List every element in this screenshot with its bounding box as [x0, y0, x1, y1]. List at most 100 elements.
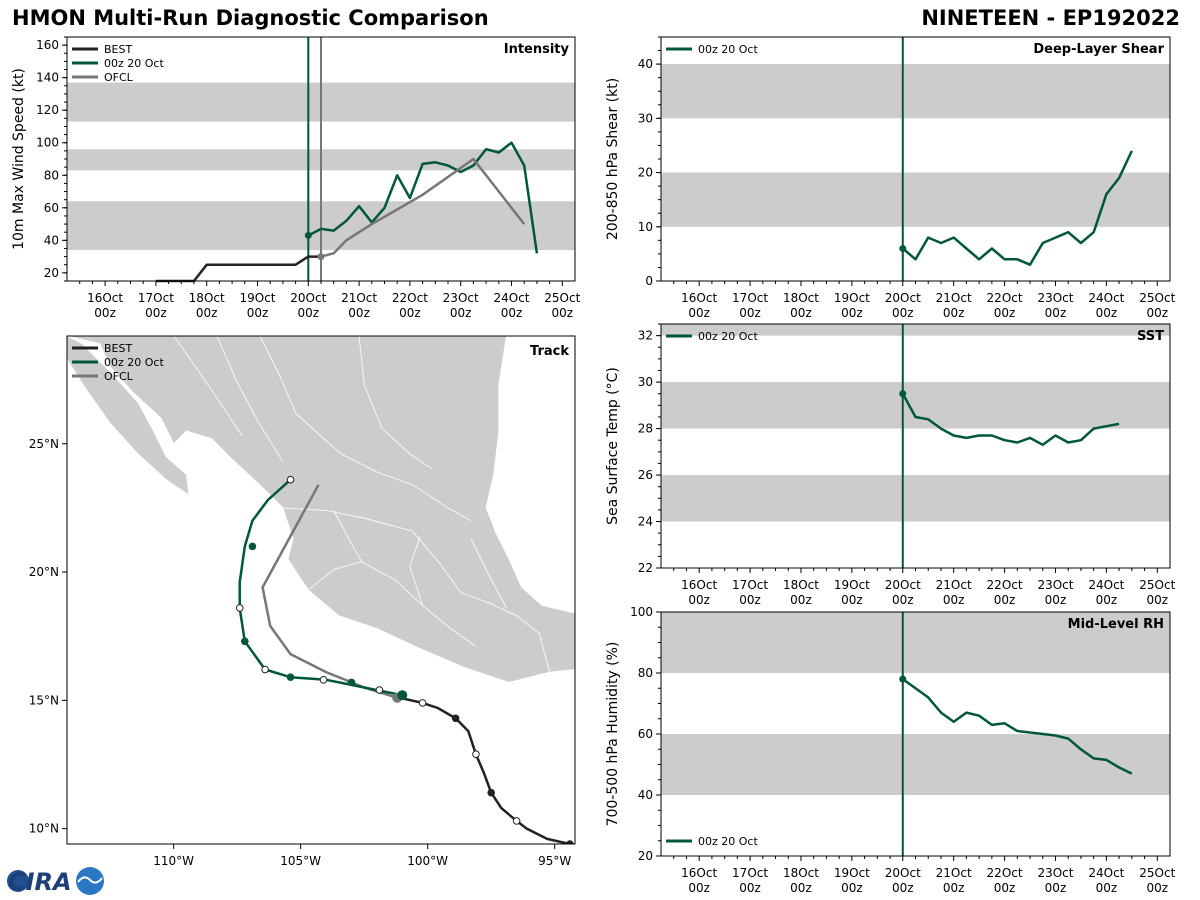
lon-tick-label: 95°W	[538, 854, 571, 868]
x-tick-sublabel: 00z	[790, 306, 812, 320]
panel-sst: 16Oct00z17Oct00z18Oct00z19Oct00z20Oct00z…	[605, 323, 1176, 607]
series-marker-run	[899, 390, 907, 398]
x-tick-label: 20Oct	[885, 866, 921, 880]
series-line-run	[901, 150, 1133, 266]
track-marker-run	[241, 637, 249, 646]
state-border	[470, 538, 507, 609]
series-line-run	[902, 678, 1133, 775]
x-tick-sublabel: 00z	[841, 881, 863, 895]
lon-tick-label: 110°W	[153, 854, 194, 868]
panel-track: 110°W 105°W 100°W 95°W 10°N 15°N 20°N 25°N Track…	[29, 335, 576, 868]
x-tick-sublabel: 00z	[94, 306, 116, 320]
x-tick-sublabel: 00z	[552, 306, 574, 320]
track-marker-run	[375, 686, 384, 694]
x-tick-sublabel: 00z	[247, 306, 269, 320]
x-tick-label: 17Oct	[138, 291, 174, 305]
x-tick-sublabel: 00z	[790, 881, 812, 895]
threshold-band	[661, 612, 1170, 673]
threshold-band	[661, 382, 1170, 429]
y-tick-label: 60	[638, 727, 653, 741]
plot-frame	[66, 335, 576, 845]
x-tick-label: 20Oct	[885, 578, 921, 592]
x-tick-sublabel: 00z	[399, 306, 421, 320]
x-tick-label: 25Oct	[1139, 866, 1175, 880]
series-marker-ofcl	[317, 253, 325, 261]
legend-label-run: 00z 20 Oct	[698, 835, 758, 848]
y-tick-label: 40	[44, 233, 59, 247]
x-tick-sublabel: 00z	[348, 306, 370, 320]
x-tick-sublabel: 00z	[943, 593, 965, 607]
x-tick-sublabel: 00z	[688, 593, 710, 607]
x-tick-label: 21Oct	[936, 578, 972, 592]
x-tick-sublabel: 00z	[1096, 593, 1118, 607]
lat-tick-label: 10°N	[29, 822, 59, 836]
state-border	[259, 336, 472, 522]
x-tick-sublabel: 00z	[790, 593, 812, 607]
y-tick-label: 20	[638, 166, 653, 180]
logo-emblem	[7, 870, 29, 892]
y-tick-label: 40	[638, 788, 653, 802]
track-marker-run	[286, 475, 295, 484]
logo-text: CIRA	[8, 868, 72, 896]
x-tick-sublabel: 00z	[1045, 306, 1067, 320]
x-tick-label: 18Oct	[783, 866, 819, 880]
x-tick-sublabel: 00z	[145, 306, 167, 320]
x-tick-label: 22Oct	[987, 291, 1023, 305]
x-tick-label: 20Oct	[885, 291, 921, 305]
x-tick-label: 24Oct	[1088, 578, 1124, 592]
track-marker-run	[347, 678, 356, 687]
x-tick-label: 17Oct	[732, 866, 768, 880]
panel-label: Deep-Layer Shear	[1033, 42, 1164, 57]
y-axis-label: 200-850 hPa Shear (kt)	[605, 78, 621, 240]
x-tick-label: 19Oct	[834, 578, 870, 592]
y-tick-label: 28	[638, 422, 653, 436]
x-tick-sublabel: 00z	[501, 306, 523, 320]
x-tick-label: 25Oct	[544, 291, 580, 305]
logo-swoosh	[77, 876, 103, 884]
series-marker-run	[899, 244, 907, 252]
x-tick-label: 16Oct	[681, 866, 717, 880]
panel-intensity: 16Oct00z17Oct00z18Oct00z19Oct00z20Oct00z…	[11, 36, 581, 320]
y-tick-label: 40	[638, 57, 653, 71]
track-line-best	[399, 696, 571, 844]
lat-tick-label: 15°N	[29, 693, 59, 707]
x-tick-sublabel: 00z	[892, 593, 914, 607]
x-tick-label: 23Oct	[1037, 291, 1073, 305]
x-tick-label: 18Oct	[783, 578, 819, 592]
lon-tick-label: 105°W	[280, 854, 321, 868]
x-tick-sublabel: 00z	[943, 881, 965, 895]
x-tick-label: 24Oct	[1088, 291, 1124, 305]
panel-label: Track	[530, 344, 569, 359]
x-tick-sublabel: 00z	[298, 306, 320, 320]
cira-logo: CIRA	[7, 867, 104, 896]
x-tick-label: 21Oct	[341, 291, 377, 305]
state-border	[282, 507, 540, 634]
y-tick-label: 160	[36, 38, 59, 52]
state-border	[358, 336, 434, 470]
series-line-best	[155, 255, 321, 283]
plot-frame	[660, 611, 1171, 857]
y-tick-label: 60	[44, 201, 59, 215]
track-marker-run	[286, 673, 295, 682]
legend-label-best: BEST	[104, 43, 132, 56]
threshold-band	[661, 475, 1170, 522]
x-tick-label: 23Oct	[1037, 578, 1073, 592]
panel-shear: 16Oct00z17Oct00z18Oct00z19Oct00z20Oct00z…	[605, 36, 1176, 320]
x-tick-label: 16Oct	[87, 291, 123, 305]
x-tick-sublabel: 00z	[892, 306, 914, 320]
track-marker-run	[235, 604, 244, 612]
x-tick-label: 19Oct	[239, 291, 275, 305]
x-tick-sublabel: 00z	[1045, 593, 1067, 607]
track-marker-run	[248, 542, 257, 551]
lat-tick-label: 20°N	[29, 565, 59, 579]
y-tick-label: 26	[638, 468, 653, 482]
x-tick-label: 23Oct	[443, 291, 479, 305]
x-tick-label: 22Oct	[392, 291, 428, 305]
x-tick-label: 23Oct	[1037, 866, 1073, 880]
x-tick-label: 21Oct	[936, 291, 972, 305]
state-border	[333, 510, 362, 562]
x-tick-sublabel: 00z	[196, 306, 218, 320]
x-tick-sublabel: 00z	[1096, 881, 1118, 895]
x-tick-label: 21Oct	[936, 866, 972, 880]
